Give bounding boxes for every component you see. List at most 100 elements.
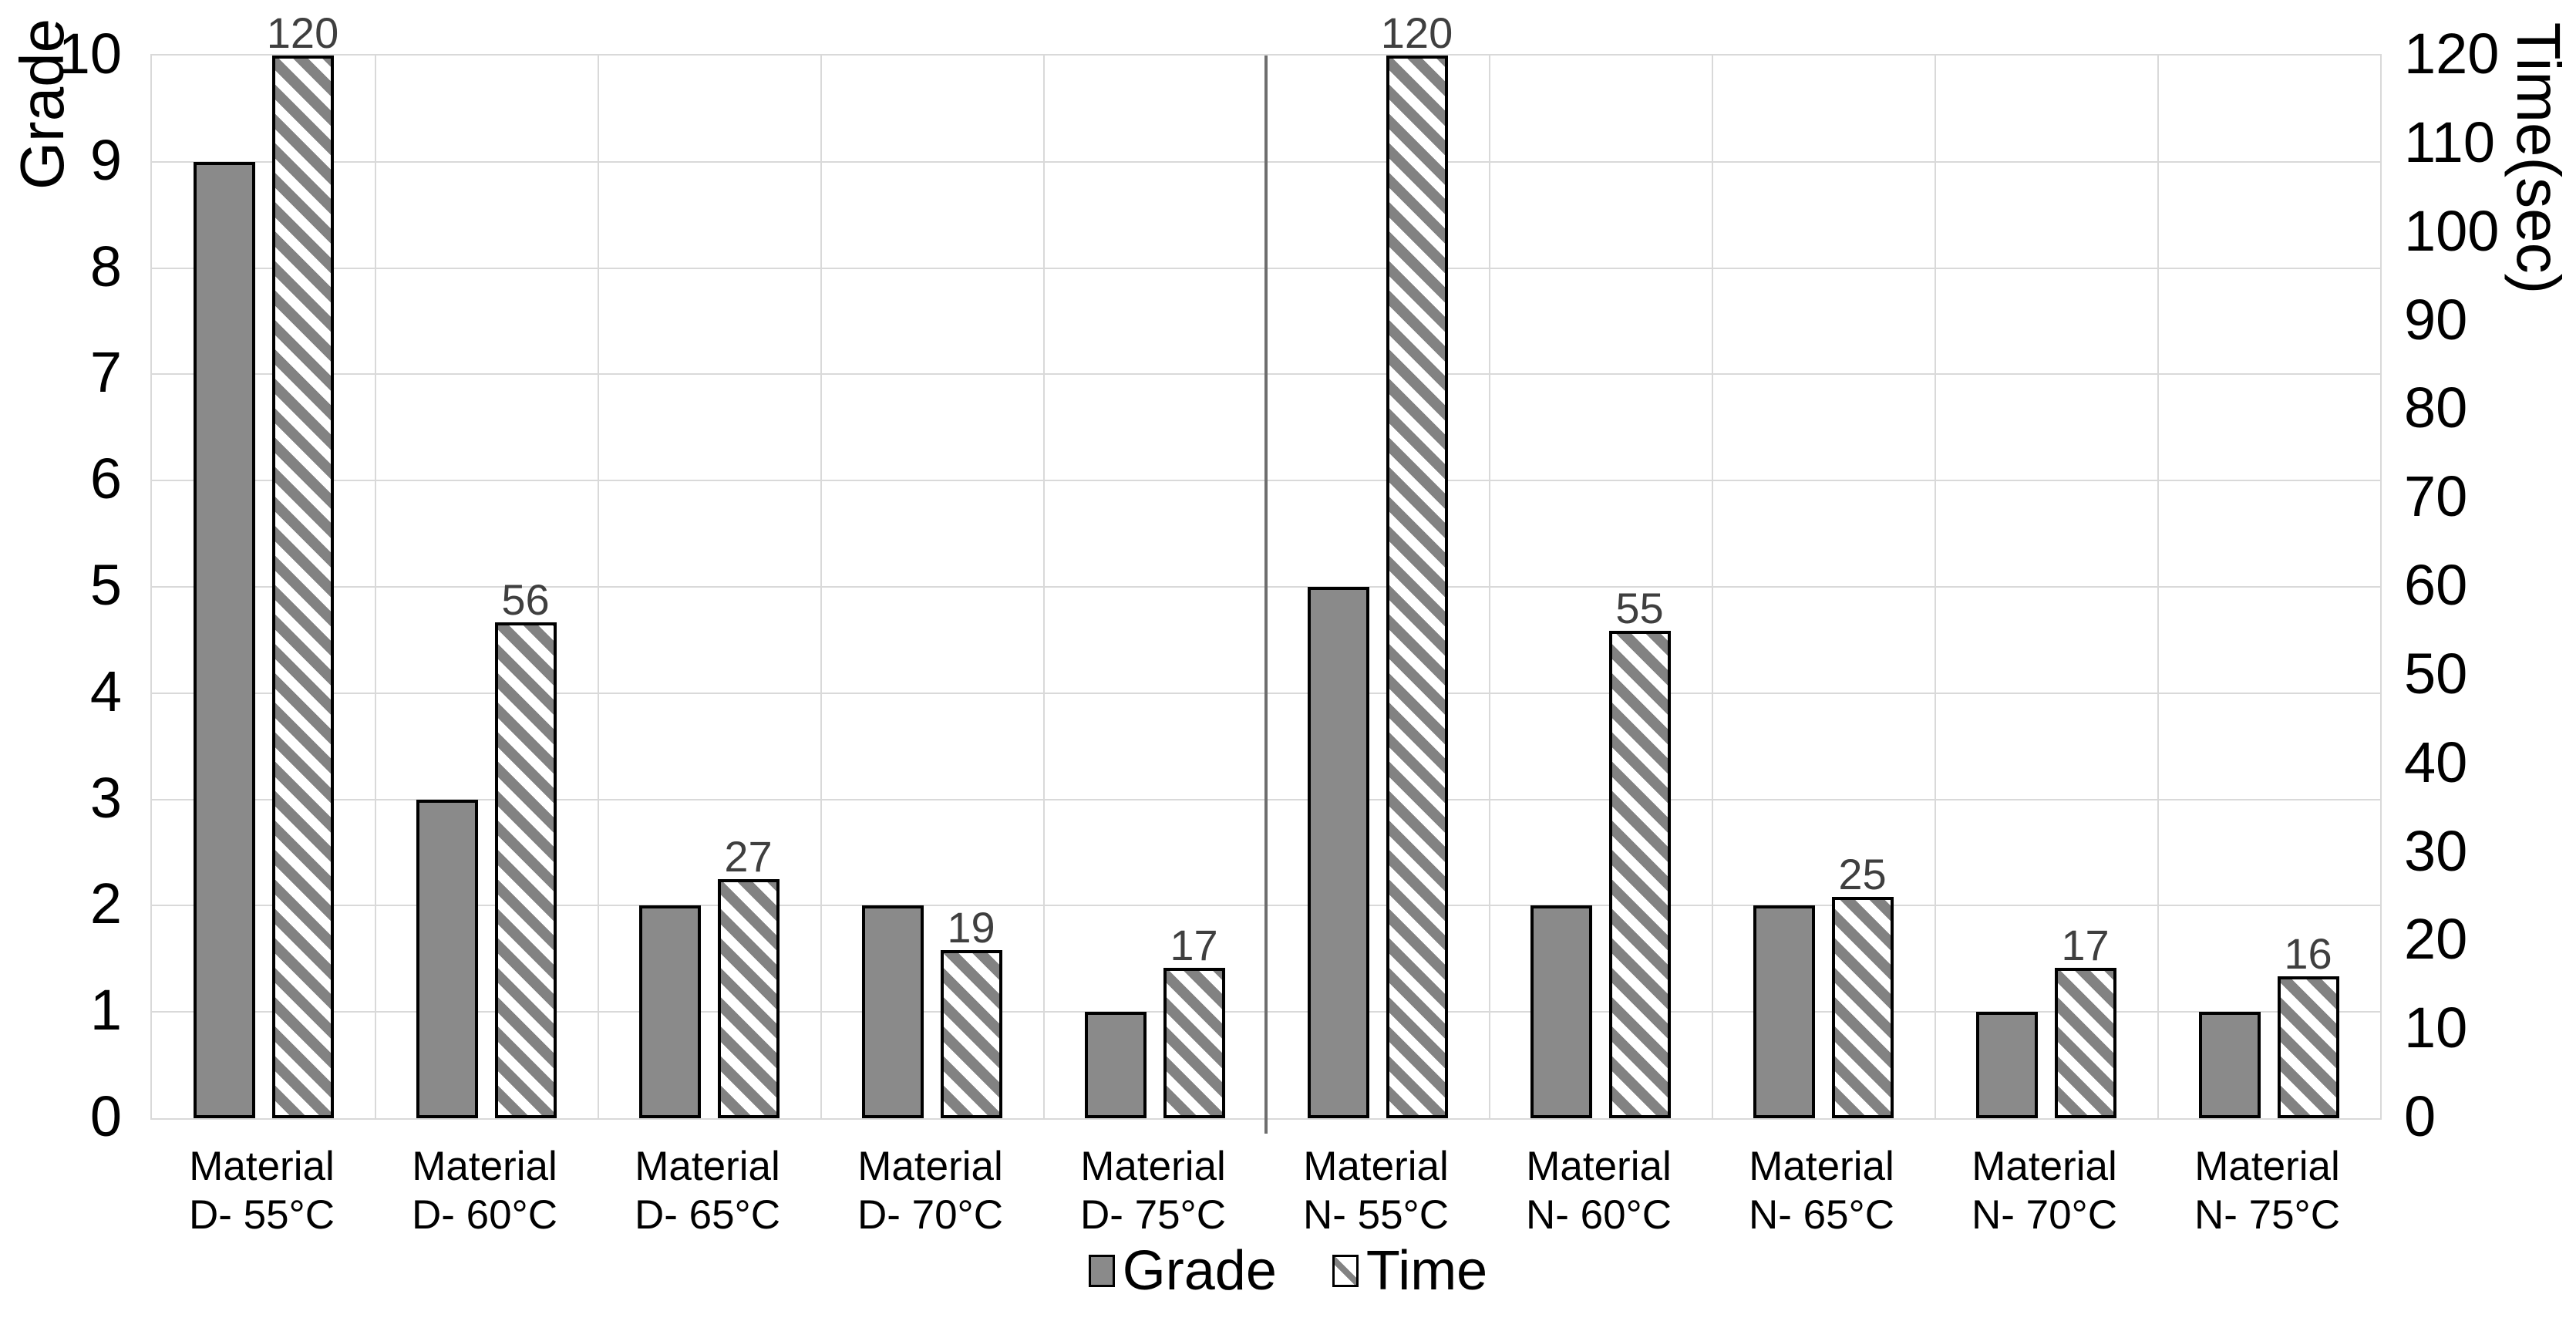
time-bar: 19 (940, 903, 1002, 1118)
grade-bar (638, 905, 701, 1118)
right-axis-tick-label: 110 (2404, 110, 2495, 174)
left-axis-tick-label: 1 (89, 978, 122, 1043)
time-bar: 56 (494, 575, 557, 1118)
category-label: Material D- 55°C (150, 1143, 373, 1239)
left-axis-ticks: 10 9 8 7 6 5 4 3 2 1 0 (0, 25, 130, 1145)
right-axis-tick-label: 90 (2404, 287, 2468, 352)
right-axis-tick-label: 120 (2404, 22, 2500, 86)
category-label-line1: Material (1303, 1144, 1449, 1189)
category-label-line2: N- 75°C (2194, 1191, 2341, 1238)
data-label: 16 (2284, 929, 2332, 979)
left-axis-tick-label: 3 (89, 765, 122, 830)
grade-bar (1753, 905, 1815, 1118)
vertical-gridline (598, 56, 599, 1118)
bar-group: 56 (375, 56, 598, 1118)
grade-bar (193, 161, 255, 1118)
left-axis-tick-label: 10 (58, 22, 122, 86)
category-label-line1: Material (2194, 1144, 2340, 1189)
right-axis-tick-label: 80 (2404, 376, 2468, 440)
grade-bar (1975, 1012, 2038, 1118)
data-label: 17 (2061, 920, 2110, 969)
time-swatch-icon (1332, 1255, 1359, 1287)
grade-bar (1084, 1012, 1147, 1118)
left-axis-tick-label: 7 (89, 340, 122, 405)
data-label: 56 (501, 575, 550, 624)
bar-group: 55 (1489, 56, 1712, 1118)
left-axis-tick-label: 5 (89, 553, 122, 617)
grade-bar (1307, 587, 1369, 1118)
vertical-gridline (1489, 56, 1490, 1118)
grade-bar (416, 799, 478, 1118)
group-divider-line (1264, 56, 1268, 1134)
bar-group: 120 (152, 8, 375, 1118)
category-label: Material N- 60°C (1487, 1143, 1710, 1239)
data-label: 120 (266, 8, 339, 57)
category-label: Material N- 55°C (1264, 1143, 1487, 1239)
bar-group: 19 (820, 56, 1043, 1118)
plot-area: 120 56 27 19 17 120 55 25 17 16 (150, 8, 2382, 1134)
time-bar: 17 (2054, 921, 2116, 1118)
left-axis-tick-label: 2 (89, 871, 122, 936)
category-label-line1: Material (1080, 1144, 1226, 1189)
category-label: Material N- 65°C (1710, 1143, 1933, 1239)
category-label-line2: N- 60°C (1525, 1191, 1672, 1238)
category-label-line1: Material (1972, 1144, 2117, 1189)
category-label-line2: D- 70°C (857, 1191, 1004, 1238)
left-axis-tick-label: 4 (89, 659, 122, 723)
bar-group: 27 (598, 56, 820, 1118)
right-axis-tick-label: 50 (2404, 641, 2468, 706)
category-label: Material D- 70°C (819, 1143, 1042, 1239)
category-label-line2: N- 70°C (1971, 1191, 2118, 1238)
time-bar: 17 (1163, 921, 1225, 1118)
category-label-line1: Material (412, 1144, 557, 1189)
bar-group: 120 (1266, 8, 1489, 1118)
data-label: 17 (1170, 920, 1218, 969)
right-axis-tick-label: 40 (2404, 730, 2468, 794)
data-label: 19 (947, 902, 995, 952)
bar-groups: 120 56 27 19 17 120 55 25 17 16 (152, 8, 2380, 1118)
category-label-line1: Material (1526, 1144, 1672, 1189)
category-label-line1: Material (857, 1144, 1003, 1189)
data-label: 55 (1615, 584, 1664, 633)
time-bar: 16 (2277, 929, 2339, 1118)
left-axis-tick-label: 9 (89, 127, 122, 192)
vertical-gridline (1935, 56, 1936, 1118)
grade-bar (2198, 1012, 2261, 1118)
legend: Grade Time (0, 1243, 2576, 1299)
time-bar: 120 (267, 8, 338, 1118)
grade-swatch-icon (1088, 1255, 1115, 1287)
data-label: 25 (1838, 849, 1887, 898)
left-axis-tick-label: 8 (89, 234, 122, 298)
category-label-line2: N- 55°C (1302, 1191, 1450, 1238)
right-axis-tick-label: 70 (2404, 464, 2468, 529)
category-label: Material N- 75°C (2156, 1143, 2379, 1239)
category-label: Material D- 75°C (1042, 1143, 1264, 1239)
vertical-gridline (2157, 56, 2159, 1118)
category-label-line2: N- 65°C (1748, 1191, 1895, 1238)
grade-bar (861, 905, 924, 1118)
category-label: Material D- 60°C (373, 1143, 596, 1239)
time-bar: 55 (1608, 584, 1671, 1118)
category-label: Material D- 65°C (596, 1143, 819, 1239)
right-axis-tick-label: 60 (2404, 553, 2468, 617)
left-axis-tick-label: 6 (89, 447, 122, 511)
category-label: Material N- 70°C (1933, 1143, 2156, 1239)
category-label-line1: Material (635, 1144, 780, 1189)
time-bar: 27 (717, 832, 780, 1118)
time-bar: 25 (1831, 850, 1894, 1118)
grade-bar (1530, 905, 1592, 1118)
vertical-gridline (1043, 56, 1045, 1118)
category-label-line2: D- 60°C (411, 1191, 558, 1238)
category-label-line1: Material (189, 1144, 335, 1189)
category-label-line1: Material (1749, 1144, 1894, 1189)
legend-item-grade: Grade (1088, 1240, 1277, 1302)
legend-item-time: Time (1332, 1243, 1487, 1299)
legend-label: Grade (1122, 1240, 1277, 1302)
category-label-line2: D- 55°C (188, 1191, 335, 1238)
left-axis-tick-label: 0 (89, 1084, 122, 1148)
data-label: 120 (1380, 8, 1453, 57)
bar-group: 25 (1712, 56, 1935, 1118)
right-axis-ticks: 120 110 100 90 80 70 60 50 40 30 20 10 0 (2398, 25, 2568, 1145)
category-label-line2: D- 65°C (634, 1191, 781, 1238)
